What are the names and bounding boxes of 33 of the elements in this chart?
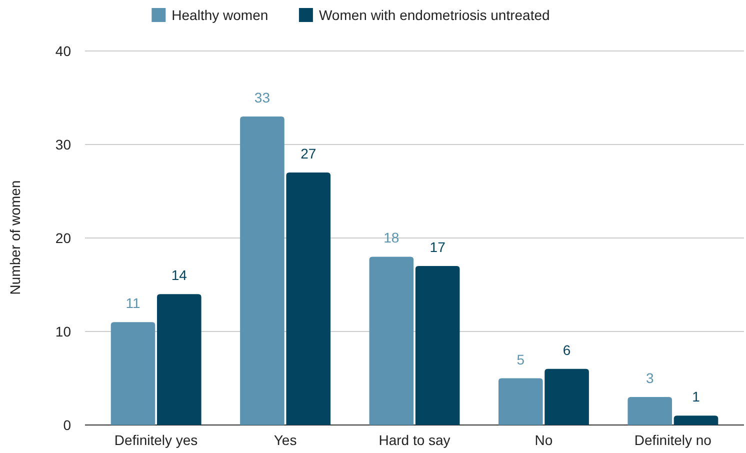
bar (110, 322, 156, 425)
legend-label: Healthy women (172, 6, 268, 23)
x-tick-label: No (534, 432, 553, 448)
y-axis-title: Number of women (7, 180, 23, 295)
x-tick-label: Definitely no (634, 432, 712, 448)
x-tick-label: Yes (274, 432, 297, 448)
x-tick-label: Definitely yes (114, 432, 198, 448)
bar (544, 368, 589, 425)
bar (415, 266, 460, 425)
data-label: 5 (516, 351, 525, 368)
data-label: 14 (171, 267, 188, 284)
bar (286, 172, 331, 425)
bar (240, 116, 284, 425)
y-tick-label: 20 (55, 230, 72, 246)
data-label: 3 (646, 370, 654, 386)
bar (674, 416, 718, 425)
data-label: 33 (254, 89, 270, 106)
y-tick-label: 30 (55, 136, 72, 152)
bar (369, 256, 414, 425)
data-label: 6 (562, 342, 571, 358)
bar (156, 294, 202, 425)
bar (498, 378, 543, 425)
data-label: 18 (384, 230, 400, 246)
y-tick-label: 40 (55, 42, 72, 59)
y-tick-label: 0 (63, 416, 72, 433)
data-label: 11 (126, 295, 140, 312)
data-label: 1 (692, 388, 700, 405)
data-label: 27 (300, 146, 316, 162)
x-tick-label: Hard to say (378, 432, 450, 448)
legend-label: Women with endometriosis untreated (318, 6, 550, 23)
bar (628, 396, 672, 425)
data-label: 17 (430, 239, 446, 256)
y-tick-label: 10 (55, 323, 72, 340)
